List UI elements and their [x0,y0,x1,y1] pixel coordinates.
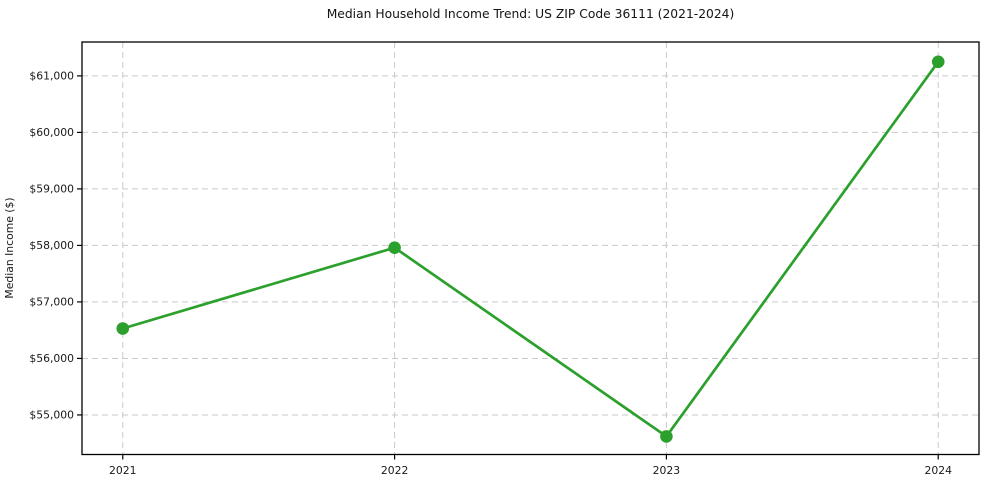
data-point-2021 [116,322,130,335]
data-point-2022 [388,241,401,254]
data-point-2024 [931,55,945,69]
y-tick-label: $56,000 [29,352,74,365]
y-tick-label: $59,000 [29,183,74,196]
y-tick-label: $55,000 [29,409,74,422]
data-point-2023 [660,430,673,443]
y-tick-label: $60,000 [29,126,74,139]
y-axis-label: Median Income ($) [3,197,16,298]
x-tick-label: 2024 [924,464,952,477]
y-tick-label: $57,000 [29,296,74,309]
y-tick-label: $58,000 [29,239,74,252]
plot-border [81,41,980,456]
x-tick-label: 2022 [381,464,408,477]
x-tick-label: 2023 [653,464,680,477]
x-tick-label: 2021 [109,464,136,477]
chart-title: Median Household Income Trend: US ZIP Co… [326,7,735,21]
trend-line [121,60,940,438]
y-tick-label: $61,000 [29,70,74,83]
